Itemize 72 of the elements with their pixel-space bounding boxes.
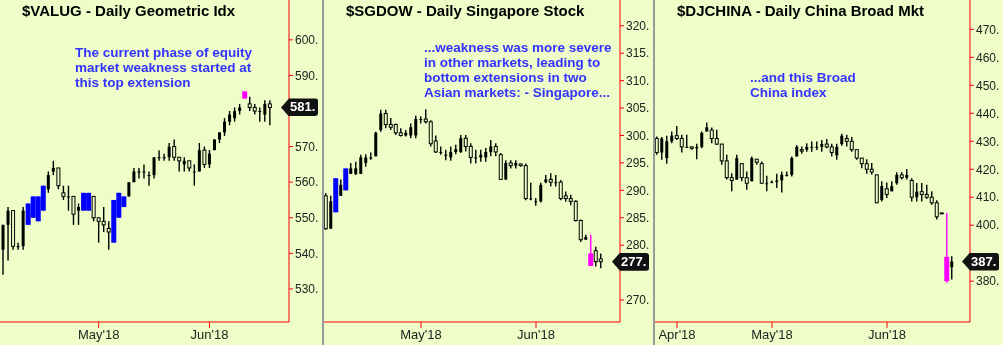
text: 277. — [612, 252, 650, 271]
y-tick-label: 285. — [626, 211, 650, 226]
y-tick-label: 430. — [976, 134, 1000, 149]
candlestick — [202, 145, 207, 169]
y-tick-label: 280. — [626, 238, 650, 253]
y-tick-label: 270. — [626, 293, 650, 308]
y-tick-label: 410. — [976, 190, 1000, 205]
candlestick — [359, 153, 363, 175]
y-tick-label: 305. — [626, 101, 650, 116]
candlestick — [379, 109, 383, 133]
candlestick — [414, 115, 418, 139]
y-tick-label: 450. — [976, 78, 1000, 93]
candlestick — [137, 167, 141, 180]
candlestick — [157, 149, 161, 162]
y-tick-label: 560. — [295, 175, 319, 190]
candlestick — [106, 220, 111, 251]
candlestick — [588, 234, 594, 267]
candlestick — [172, 138, 177, 162]
y-tick-label: 540. — [295, 246, 319, 261]
candlestick — [192, 163, 196, 187]
candlestick — [468, 142, 473, 165]
y-tick-label: 460. — [976, 50, 1000, 65]
annotation: ...weakness was more severe in other markets, leading to bottom extensions in two Asian markets: - Singapore... — [424, 40, 612, 100]
x-tick-label: Apr'18 — [658, 327, 696, 343]
y-tick-label: 570. — [295, 139, 319, 154]
y-tick-label: 310. — [626, 73, 650, 88]
y-tick-label: 530. — [295, 282, 319, 297]
y-tick-label: 470. — [976, 22, 1000, 37]
y-tick-label: 300. — [626, 128, 650, 143]
candlestick — [909, 177, 914, 203]
candlestick — [16, 241, 20, 251]
candlestick — [147, 170, 151, 187]
chart-title: $VALUG - Daily Geometric Idx — [22, 2, 236, 19]
candlestick — [56, 167, 61, 190]
y-tick-label: 600. — [295, 33, 319, 48]
annotation: ...and this Broad China index — [750, 70, 856, 100]
x-tick-label: May'18 — [751, 327, 793, 343]
candlestick — [267, 99, 272, 126]
x-tick-label: Jun'18 — [517, 327, 555, 343]
candlestick — [759, 160, 764, 185]
y-tick-label: 290. — [626, 183, 650, 198]
y-tick-label: 550. — [295, 211, 319, 226]
y-tick-label: 320. — [626, 19, 650, 34]
candlestick — [374, 130, 378, 158]
y-tick-label: 400. — [976, 218, 1000, 233]
candlestick — [790, 155, 794, 178]
candlestick — [665, 134, 669, 165]
y-tick-label: 295. — [626, 156, 650, 171]
candlestick — [71, 195, 76, 226]
y-tick-label: 315. — [626, 46, 650, 61]
candlestick — [459, 134, 463, 154]
text: 581. — [281, 98, 319, 117]
chart-title: $DJCHINA - Daily China Broad Mkt — [677, 2, 924, 19]
y-tick-label: 380. — [976, 274, 1000, 289]
candlestick — [101, 206, 106, 233]
x-tick-label: Jun'18 — [190, 327, 229, 343]
y-tick-label: 590. — [295, 68, 319, 83]
annotation: The current phase of equity market weakness started at this top extension — [75, 45, 253, 90]
y-tick-label: 440. — [976, 106, 1000, 121]
candlestick — [142, 163, 146, 180]
candlestick — [218, 131, 221, 144]
candlestick — [539, 181, 543, 204]
y-tick-label: 420. — [976, 162, 1000, 177]
x-tick-label: May'18 — [400, 327, 442, 343]
candlestick — [162, 153, 166, 162]
x-tick-label: May'18 — [77, 327, 120, 343]
chart-title: $SGDOW - Daily Singapore Stock — [346, 2, 585, 19]
candlestick — [152, 156, 156, 180]
text: 387. — [962, 252, 1000, 271]
candlestick — [263, 99, 267, 123]
candlestick — [46, 170, 50, 194]
x-tick-label: Jun'18 — [868, 327, 906, 343]
